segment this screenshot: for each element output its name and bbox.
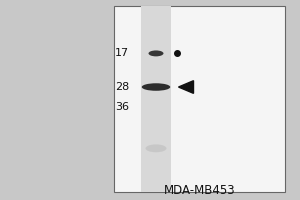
Bar (114, 6, 285, 192)
Ellipse shape (148, 50, 164, 56)
Bar (141, 6, 171, 192)
Text: 36: 36 (115, 102, 129, 112)
Ellipse shape (142, 83, 170, 91)
Text: 17: 17 (115, 48, 129, 58)
Text: MDA-MB453: MDA-MB453 (164, 184, 235, 197)
Text: 28: 28 (115, 82, 129, 92)
Ellipse shape (146, 144, 167, 152)
Polygon shape (178, 81, 194, 93)
